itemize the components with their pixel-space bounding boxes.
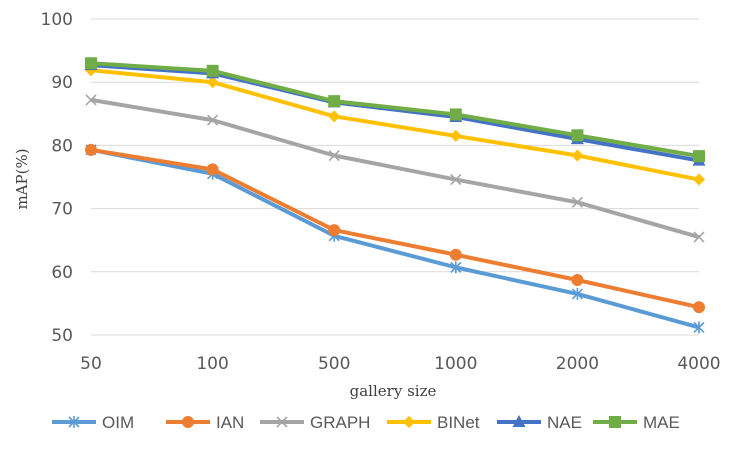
legend-item-binet: BINet bbox=[387, 413, 480, 432]
data-point bbox=[693, 173, 705, 186]
series-ian bbox=[85, 143, 705, 314]
series-nae bbox=[84, 58, 706, 166]
y-tick-label: 90 bbox=[51, 73, 73, 93]
x-tick-label: 100 bbox=[196, 354, 228, 374]
legend-label: MAE bbox=[643, 413, 680, 432]
x-tick-label: 50 bbox=[80, 354, 102, 374]
data-point bbox=[693, 150, 705, 163]
series-lines bbox=[84, 57, 706, 334]
data-point bbox=[693, 321, 705, 334]
x-tick-label: 1000 bbox=[434, 354, 477, 374]
y-tick-label: 100 bbox=[41, 10, 73, 30]
data-point bbox=[571, 149, 584, 162]
series-line bbox=[90, 147, 700, 310]
data-point bbox=[449, 108, 462, 121]
legend-label: IAN bbox=[216, 413, 244, 432]
x-tick-label: 4000 bbox=[677, 354, 720, 374]
data-point bbox=[450, 173, 462, 186]
legend-item-oim: OIM bbox=[52, 413, 134, 432]
data-point bbox=[85, 143, 97, 156]
series-mae bbox=[85, 57, 705, 163]
series-oim bbox=[85, 143, 705, 334]
series-line bbox=[90, 61, 700, 159]
data-point bbox=[206, 163, 219, 176]
data-point bbox=[328, 95, 341, 108]
legend-label: BINet bbox=[437, 413, 480, 432]
data-point bbox=[449, 129, 462, 142]
data-point bbox=[571, 274, 584, 287]
data-point bbox=[85, 94, 97, 106]
series-graph bbox=[85, 94, 705, 243]
data-point bbox=[206, 76, 219, 89]
data-point bbox=[450, 261, 462, 274]
data-point bbox=[571, 129, 584, 142]
legend-marker bbox=[403, 416, 415, 428]
legend-label: OIM bbox=[102, 413, 134, 432]
series-line bbox=[90, 68, 700, 182]
legend-marker bbox=[182, 416, 194, 428]
legend-marker bbox=[512, 415, 526, 427]
y-tick-label: 60 bbox=[51, 263, 73, 283]
x-tick-label: 500 bbox=[318, 354, 350, 374]
data-point bbox=[206, 64, 219, 77]
x-tick-label: 2000 bbox=[556, 354, 599, 374]
data-point bbox=[207, 114, 219, 126]
series-line bbox=[90, 97, 700, 239]
data-point bbox=[571, 196, 583, 208]
y-axis-ticks: 50 60 70 80 90 100 bbox=[41, 10, 73, 346]
data-point bbox=[328, 149, 340, 162]
y-tick-label: 50 bbox=[51, 326, 73, 346]
x-axis-label: gallery size bbox=[350, 382, 437, 400]
legend-marker bbox=[276, 416, 288, 428]
data-point bbox=[571, 287, 583, 300]
data-point bbox=[85, 57, 97, 70]
x-axis-ticks: 50 100 500 1000 2000 4000 bbox=[80, 354, 720, 374]
y-tick-label: 80 bbox=[51, 136, 73, 156]
legend-item-nae: NAE bbox=[497, 413, 582, 432]
y-tick-label: 70 bbox=[51, 200, 73, 220]
legend-item-graph: GRAPH bbox=[260, 413, 370, 432]
y-axis-label: mAP(%) bbox=[13, 148, 31, 209]
legend-marker bbox=[68, 416, 80, 428]
data-point bbox=[328, 110, 341, 123]
series-line bbox=[90, 147, 700, 330]
data-point bbox=[693, 301, 705, 314]
legend-item-mae: MAE bbox=[593, 413, 680, 432]
legend-marker bbox=[609, 416, 621, 428]
data-point bbox=[328, 224, 341, 237]
legend-label: NAE bbox=[547, 413, 582, 432]
data-point bbox=[449, 248, 462, 261]
legend-label: GRAPH bbox=[310, 413, 370, 432]
legend-item-ian: IAN bbox=[166, 413, 244, 432]
legend: OIM IAN GRAPH BINet NAE MAE bbox=[52, 413, 680, 432]
data-point bbox=[693, 231, 705, 243]
